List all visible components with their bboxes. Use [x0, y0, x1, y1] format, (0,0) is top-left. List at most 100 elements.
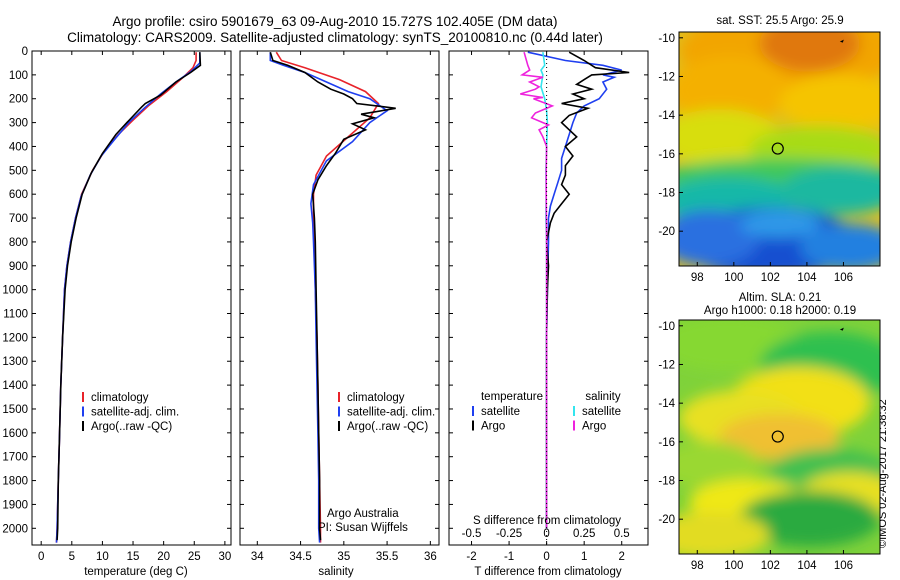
depth-tick-label: 1500: [2, 404, 28, 416]
x-tick-label: 5: [69, 551, 75, 563]
note-argo-australia: Argo Australia: [327, 508, 399, 520]
x-tick-label: 30: [218, 551, 231, 563]
map-y-tick-label: -20: [658, 226, 675, 238]
sla-map-frame: [678, 319, 881, 555]
x-tick-label: 34: [251, 551, 264, 563]
legend-title-salinity: salinity: [585, 391, 620, 403]
x-tick-label: 34.5: [289, 551, 311, 563]
small-island-marker: [839, 327, 844, 331]
map-x-tick-label: 102: [761, 560, 780, 572]
legend-label-salinity-1: Argo: [582, 421, 606, 433]
argo-float-marker: [771, 430, 784, 443]
depth-tick-label: 300: [9, 118, 28, 130]
sst-map-patch: [739, 209, 820, 238]
figure-title-line1: Argo profile: csiro 5901679_63 09-Aug-20…: [112, 14, 558, 29]
depth-tick-label: 700: [9, 213, 28, 225]
series-line-temperature-2: [56, 52, 202, 541]
sst-map-patch: [679, 55, 790, 126]
sst-map-title: sat. SST: 25.5 Argo: 25.9: [716, 15, 844, 27]
x-tick-label: 0: [38, 551, 44, 563]
salinity-diff-tick-label: 0: [543, 528, 549, 540]
x-tick-label: -1: [504, 551, 514, 563]
salinity-diff-tick-label: -0.5: [462, 528, 482, 540]
sst-map-patch: [799, 223, 880, 266]
x-tick-label: 10: [96, 551, 109, 563]
sst-map-field: [679, 32, 880, 266]
series-line-salinity-1: [269, 52, 389, 543]
sst-map: [679, 32, 880, 266]
map-x-tick-label: 100: [724, 272, 743, 284]
depth-tick-label: 1100: [3, 309, 28, 321]
x-tick-label: 25: [188, 551, 201, 563]
x-tick-label: 36: [424, 551, 437, 563]
sla-map-patch: [679, 441, 760, 489]
legend-label-temperature-1: satellite-adj. clim.: [91, 407, 179, 419]
depth-tick-label: 1800: [2, 476, 28, 488]
depth-tick-label: 100: [9, 70, 28, 82]
temperature-axis-label: temperature (deg C): [84, 566, 188, 578]
sst-map-patch: [779, 167, 880, 215]
map-y-tick-label: -16: [658, 149, 675, 161]
x-tick-label: 20: [157, 551, 170, 563]
depth-tick-label: 1200: [2, 332, 28, 344]
figure-title-line2: Climatology: CARS2009. Satellite-adjuste…: [67, 30, 603, 45]
depth-tick-label: 1000: [2, 285, 28, 297]
depth-tick-label: 400: [9, 141, 28, 153]
x-tick-label: 35.5: [376, 551, 398, 563]
depth-tick-label: 800: [9, 237, 28, 249]
map-y-tick-label: -12: [658, 71, 675, 83]
sst-map-patch: [759, 32, 860, 72]
depth-tick-label: 500: [9, 165, 28, 177]
sla-map-title-line1: Altim. SLA: 0.21: [738, 292, 822, 304]
legend-title-temperature: temperature: [481, 391, 543, 403]
panel-frame-temperature: [31, 50, 232, 546]
salinity-diff-tick-label: 0.5: [614, 528, 630, 540]
series-line-differences-1: [545, 51, 630, 529]
small-island-marker: [839, 39, 844, 43]
legend-label-temperature-1: Argo: [481, 421, 505, 433]
map-x-tick-label: 104: [797, 560, 817, 572]
salinity-diff-axis-label: S difference from climatology: [473, 515, 621, 527]
depth-tick-label: 900: [9, 261, 28, 273]
legend-label-salinity-1: satellite-adj. clim.: [347, 407, 435, 419]
series-line-differences-3: [519, 51, 555, 529]
sla-map-patch: [679, 511, 770, 554]
map-y-tick-label: -18: [658, 188, 675, 200]
sla-map-patch: [719, 413, 840, 461]
x-tick-label: 1: [581, 551, 587, 563]
legend-label-salinity-2: Argo(..raw -QC): [347, 421, 428, 433]
map-y-tick-label: -18: [658, 476, 675, 488]
legend-label-salinity-0: satellite: [582, 406, 621, 418]
map-x-tick-label: 104: [797, 272, 817, 284]
sst-map-patch: [779, 74, 880, 131]
depth-tick-label: 0: [22, 46, 28, 58]
sst-map-frame: [678, 31, 881, 267]
map-x-tick-label: 98: [691, 272, 704, 284]
legend-label-temperature-2: Argo(..raw -QC): [91, 421, 172, 433]
x-tick-label: 15: [127, 551, 140, 563]
depth-tick-label: 200: [9, 94, 28, 106]
series-line-salinity-2: [269, 51, 396, 541]
map-y-tick-label: -10: [658, 321, 675, 333]
map-x-tick-label: 100: [724, 560, 743, 572]
map-y-tick-label: -20: [658, 514, 675, 526]
x-tick-label: 2: [619, 551, 625, 563]
sla-map: [679, 320, 880, 554]
map-x-tick-label: 106: [834, 560, 853, 572]
argo-float-marker: [771, 142, 784, 155]
sla-map-title-line2: Argo h1000: 0.18 h2000: 0.19: [703, 305, 857, 317]
x-tick-label: 0: [543, 551, 549, 563]
legend-label-salinity-0: climatology: [347, 392, 405, 404]
map-x-tick-label: 106: [834, 272, 853, 284]
depth-tick-label: 1300: [2, 356, 28, 368]
depth-tick-label: 1700: [2, 452, 28, 464]
temperature-diff-axis-label: T difference from climatology: [474, 566, 621, 578]
depth-tick-label: 2000: [2, 523, 28, 535]
salinity-axis-label: salinity: [318, 566, 353, 578]
depth-tick-label: 600: [9, 189, 28, 201]
sla-map-field: [679, 320, 880, 554]
panel-frame-differences: [448, 50, 649, 546]
map-y-tick-label: -14: [658, 398, 675, 410]
map-x-tick-label: 102: [761, 272, 780, 284]
